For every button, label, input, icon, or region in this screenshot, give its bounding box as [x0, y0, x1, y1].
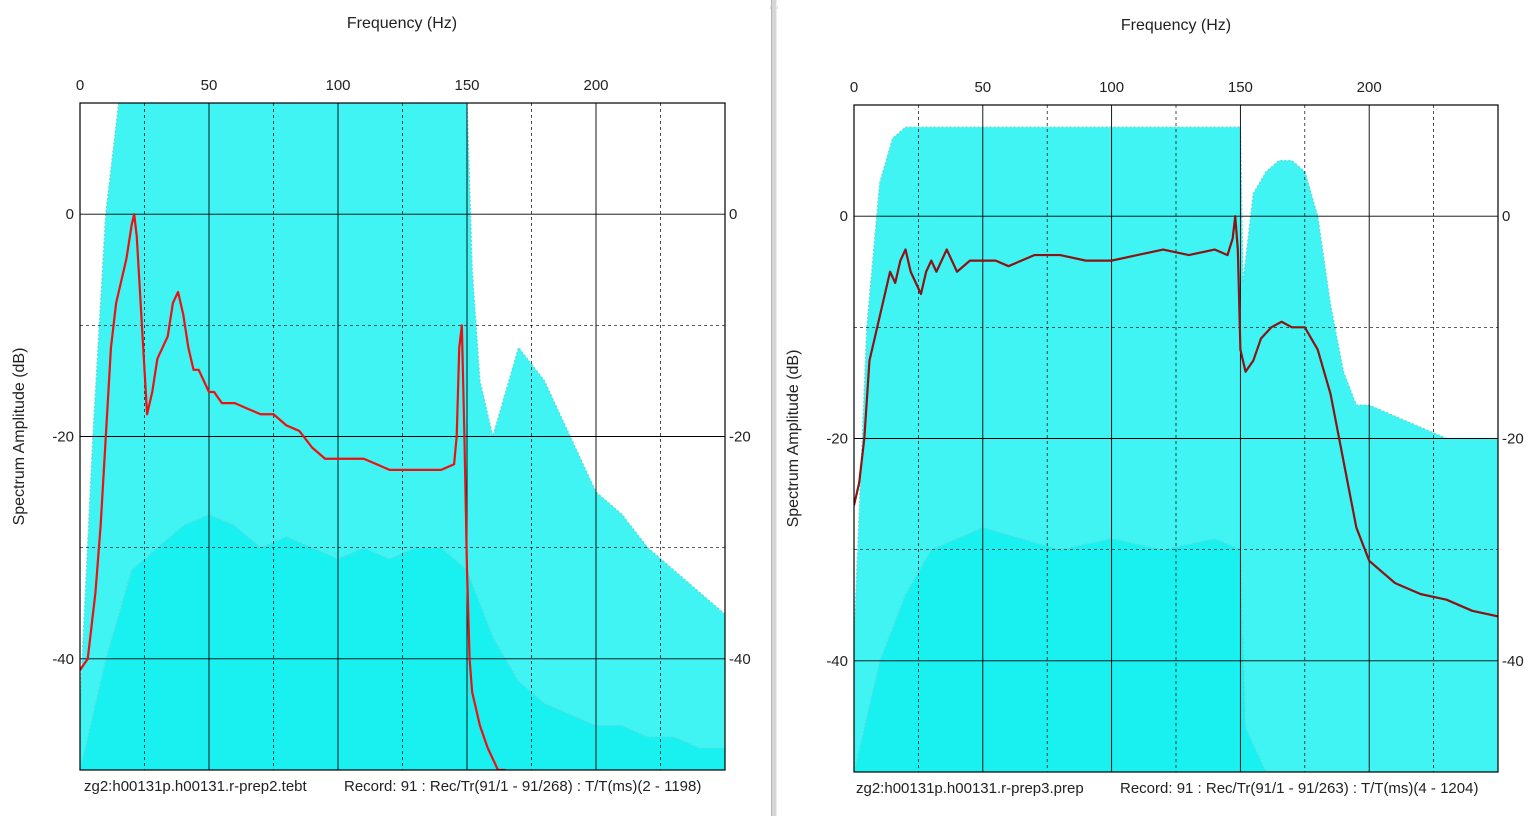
y-tick-label-left: -40	[52, 651, 74, 668]
trace-envelope-edge-upper	[854, 126, 1498, 639]
trace-envelope-edge-lower	[80, 513, 725, 770]
y-tick-label-right: -20	[1502, 431, 1524, 448]
mean-spectrum-line	[854, 215, 1498, 618]
footer-file-label-left: zg2:h00131p.h00131.r-prep2.tebt	[84, 778, 307, 795]
y-tick-label-right: -20	[729, 429, 751, 446]
x-axis-title: Frequency (Hz)	[1121, 17, 1231, 34]
y-tick-label-left: -40	[826, 653, 848, 670]
y-axis-title: Spectrum Amplitude (dB)	[785, 350, 802, 528]
y-tick-label-right: 0	[1502, 208, 1510, 225]
footer-file-label-right: zg2:h00131p.h00131.r-prep3.prep	[856, 780, 1084, 797]
x-tick-label: 50	[201, 77, 218, 94]
y-axis-title: Spectrum Amplitude (dB)	[11, 348, 28, 526]
x-tick-label: 50	[974, 79, 991, 96]
x-axis-title: Frequency (Hz)	[347, 15, 457, 32]
x-tick-label: 0	[850, 79, 858, 96]
plot-frame	[853, 104, 1499, 773]
y-tick-label-right: -40	[729, 651, 751, 668]
footer-record-label-right: Record: 91 : Rec/Tr(91/1 - 91/263) : T/T…	[1120, 780, 1479, 797]
x-tick-label: 200	[583, 77, 608, 94]
spectrum-chart-left: 0 50 100 150 200 0 -20 -40 0 -20 -40 Frequency (Hz)…	[11, 15, 751, 771]
spectrum-panel-right: 0 50 100 150 200 0 -20 -40 0 -20 -40 Frequency (Hz)…	[778, 0, 1533, 816]
spectrum-chart-right: 0 50 100 150 200 0 -20 -40 0 -20 -40 Frequency (Hz)…	[785, 17, 1524, 773]
trace-envelope-base	[80, 514, 725, 770]
x-tick-label: 150	[454, 77, 479, 94]
plot-frame	[79, 102, 726, 771]
footer-record-label-left: Record: 91 : Rec/Tr(91/1 - 91/268) : T/T…	[344, 778, 702, 795]
x-tick-label: 0	[76, 77, 84, 94]
trace-envelope-edge-lower	[854, 526, 1498, 772]
y-tick-label-left: 0	[66, 206, 74, 223]
panel-splitter[interactable]	[771, 0, 777, 816]
y-tick-label-left: -20	[826, 431, 848, 448]
y-tick-label-left: 0	[840, 208, 848, 225]
y-tick-label-right: 0	[729, 206, 737, 223]
x-tick-label: 200	[1357, 79, 1382, 96]
x-tick-label: 100	[1099, 79, 1124, 96]
x-tick-label: 150	[1228, 79, 1253, 96]
y-tick-label-right: -40	[1502, 653, 1524, 670]
mean-spectrum-line	[80, 213, 506, 770]
y-tick-label-left: -20	[52, 429, 74, 446]
x-tick-label: 100	[325, 77, 350, 94]
trace-envelope-base	[854, 527, 1498, 772]
spectrum-panel-left: 0 50 100 150 200 0 -20 -40 0 -20 -40 Frequency (Hz)…	[11, 15, 751, 795]
